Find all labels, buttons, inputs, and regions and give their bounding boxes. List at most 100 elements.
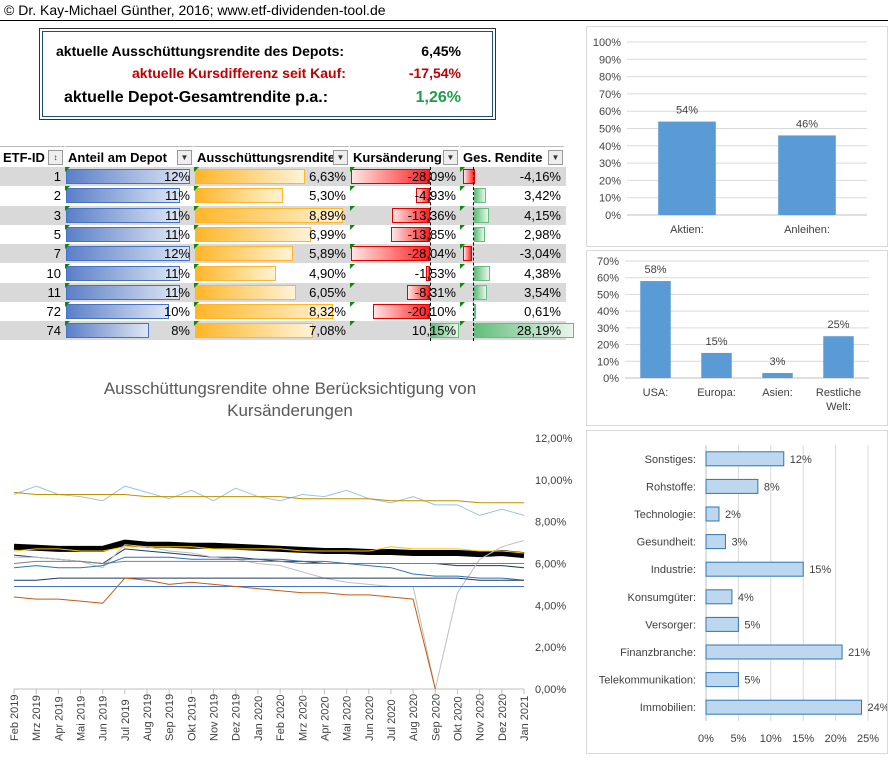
table-row[interactable]: 10 11% 4,90% -1,53% 4,38% [0,263,566,283]
cell-id[interactable]: 7 [0,244,64,263]
table-row[interactable]: 2 11% 5,30% -4,93% 3,42% [0,186,566,205]
cell-id[interactable]: 10 [0,264,64,283]
cell-anteil[interactable]: 12% [65,244,193,263]
cell-text: 6,05% [309,284,346,300]
cell-aus[interactable]: 8,89% [194,205,349,225]
cell-id[interactable]: 3 [0,206,64,225]
cell-ges[interactable]: 4,38% [460,263,564,283]
cell-kurs[interactable]: -8,31% [350,282,459,302]
cell-id[interactable]: 74 [0,321,64,340]
cell-ges[interactable]: 3,42% [460,186,564,205]
cell-text: 8,89% [309,207,346,223]
cell-anteil[interactable]: 8% [65,321,193,340]
cell-anteil[interactable]: 12% [65,167,193,186]
cell-text: 4,90% [309,265,346,281]
cell-kurs[interactable]: -4,93% [350,186,459,205]
filter-icon[interactable]: ▼ [177,150,192,165]
asset-class-chart-panel: 100% 90% 80% 70% 60% 50% 40% 30% 20% 10% 0% 54% Akti… [586,26,888,247]
cell-ges[interactable]: 0,61% [460,302,564,321]
cell-text: 2,98% [524,226,561,242]
data-label: 15% [809,564,831,576]
cell-kurs[interactable]: -13,36% [350,205,459,225]
cell-anteil[interactable]: 11% [65,205,193,225]
aus-bar [195,226,312,242]
table-row[interactable]: 11 11% 6,05% -8,31% 3,54% [0,282,566,302]
cell-kurs[interactable]: -20,10% [350,302,459,321]
cell-anteil[interactable]: 11% [65,282,193,302]
cell-id[interactable]: 5 [0,225,64,244]
table-row[interactable]: 3 11% 8,89% -13,36% 4,15% [0,205,566,225]
series-line [14,577,524,581]
cell-ges[interactable]: 2,98% [460,224,564,244]
error-indicator-icon [350,263,355,269]
cell-text: 72 [46,304,61,320]
error-indicator-icon [460,186,465,192]
cell-anteil[interactable]: 11% [65,263,193,283]
aus-bar [195,169,306,184]
cell-text: -28,09% [407,169,456,184]
dividend-label: aktuelle Ausschüttungsrendite des Depots… [56,43,345,59]
cell-aus[interactable]: 5,30% [194,186,349,205]
cell-text: 5,89% [309,246,346,262]
x-tick-label: Feb 2019 [9,695,21,741]
table-row[interactable]: 7 12% 5,89% -28,04% -3,04% [0,244,566,264]
error-indicator-icon [350,224,355,230]
ges-bar [474,226,485,242]
bar [823,336,854,378]
cell-ges[interactable]: 28,19% [460,321,574,340]
cell-anteil[interactable]: 10% [65,302,193,321]
y-tick-label: 20% [597,340,619,352]
cell-ges[interactable]: -4,16% [460,167,564,186]
data-label: 25% [827,319,849,331]
cell-ges[interactable]: 4,15% [460,205,564,225]
cell-aus[interactable]: 6,05% [194,282,349,302]
cell-kurs[interactable]: -28,09% [350,167,459,186]
cell-id[interactable]: 11 [0,283,64,302]
anteil-bar [66,207,180,223]
dropdown-icon[interactable]: ▼ [443,150,458,165]
cell-anteil[interactable]: 11% [65,224,193,244]
y-tick-label: 20% [599,175,621,187]
cell-id[interactable]: 72 [0,302,64,321]
anteil-bar [66,188,180,204]
x-tick-label: Aktien: [670,224,704,236]
col-header-label: Kursänderung [353,150,442,165]
aus-bar [195,246,293,262]
bar [705,534,726,550]
x-tick-label: Apr 2019 [53,696,65,741]
error-indicator-icon [350,167,355,172]
cell-ges[interactable]: 3,54% [460,282,564,302]
cell-aus[interactable]: 4,90% [194,263,349,283]
table-row[interactable]: 72 10% 8,32% -20,10% 0,61% [0,302,566,321]
cell-aus[interactable]: 6,99% [194,224,349,244]
cell-text: -28,04% [407,246,456,262]
error-indicator-icon [65,282,70,288]
cell-id[interactable]: 2 [0,186,64,205]
cell-kurs[interactable]: -28,04% [350,244,459,263]
cell-aus[interactable]: 5,89% [194,244,349,263]
cell-kurs[interactable]: 10,15% [350,321,459,340]
cell-anteil[interactable]: 11% [65,186,193,205]
cell-kurs[interactable]: -1,53% [350,263,459,283]
kurs-bar [406,284,430,300]
cell-aus[interactable]: 7,08% [194,321,349,340]
cell-aus[interactable]: 6,63% [194,167,349,186]
table-row[interactable]: 1 12% 6,63% -28,09% -4,16% [0,167,566,186]
cell-kurs[interactable]: -13,85% [350,224,459,244]
dropdown-icon[interactable]: ▼ [333,150,348,165]
table-row[interactable]: 74 8% 7,08% 10,15% 28,19% [0,321,574,341]
cell-text: 7,08% [309,323,346,339]
cell-text: 11 [47,284,62,300]
cell-ges[interactable]: -3,04% [460,244,564,263]
sort-icon[interactable]: ↕ [48,150,63,165]
cell-id[interactable]: 1 [0,167,64,186]
y-tick-label: 30% [597,323,619,335]
cell-aus[interactable]: 8,32% [194,302,349,321]
error-indicator-icon [460,244,465,250]
cell-text: 11% [164,265,190,281]
col-header-label: ETF-ID [3,150,45,165]
table-row[interactable]: 5 11% 6,99% -13,85% 2,98% [0,224,566,244]
y-tick-label: Rohstoffe: [646,481,696,493]
dropdown-icon[interactable]: ▼ [548,150,563,165]
cell-text: 7 [53,246,61,262]
